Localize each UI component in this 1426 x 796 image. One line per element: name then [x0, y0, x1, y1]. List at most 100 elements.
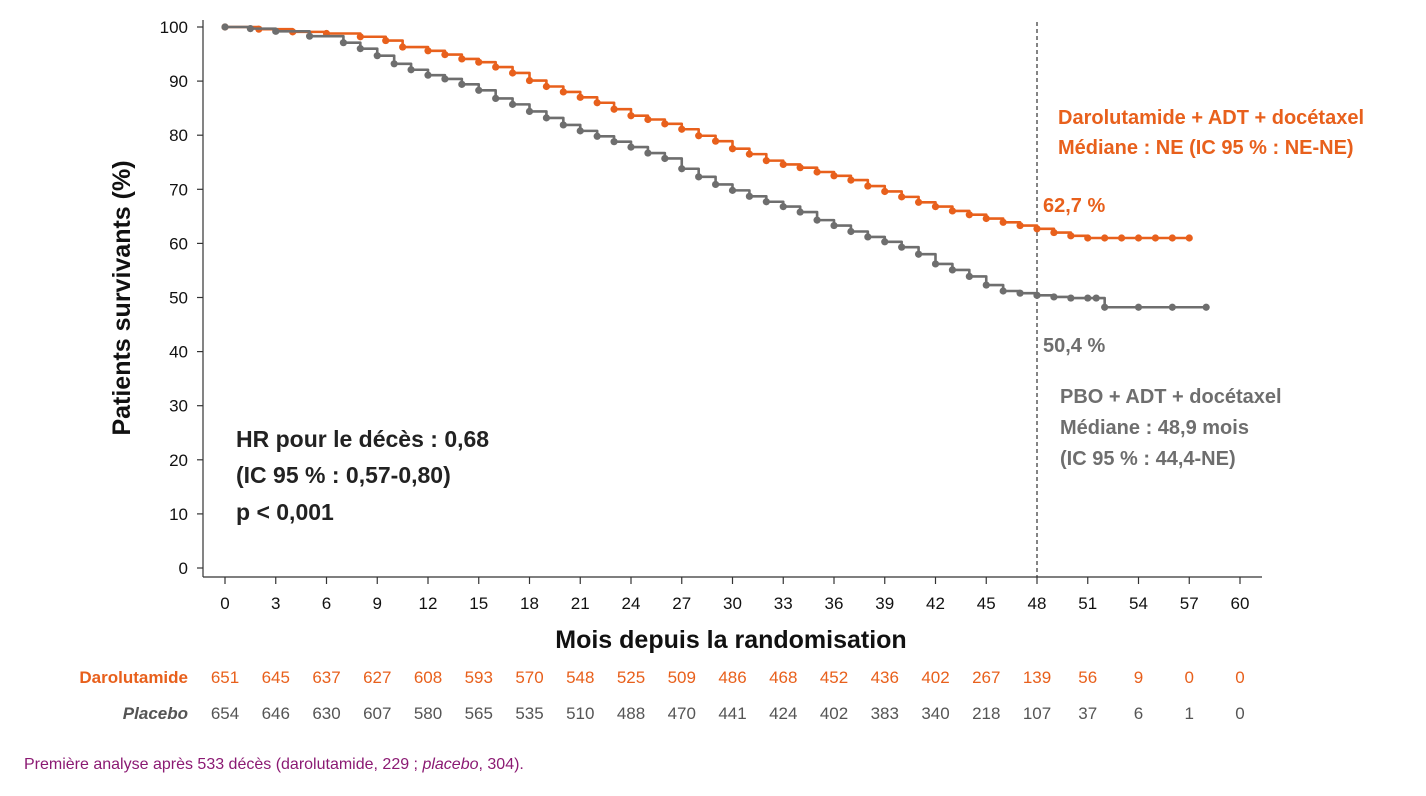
darolutamide-point — [610, 105, 618, 113]
darolutamide-point — [508, 69, 517, 77]
darolutamide-point — [458, 55, 466, 63]
darolutamide-point — [914, 198, 923, 206]
placebo-point — [1050, 293, 1058, 301]
placebo-point — [424, 71, 432, 79]
risk-cell-darolutamide: 436 — [870, 668, 899, 687]
x-tick-label: 27 — [672, 594, 691, 613]
darolutamide-point — [728, 145, 737, 153]
risk-cell-placebo: 470 — [667, 704, 696, 723]
darolutamide-point — [830, 172, 838, 180]
placebo-point — [1067, 294, 1075, 302]
risk-cell-placebo: 6 — [1133, 704, 1144, 723]
darolutamide-point — [847, 176, 855, 184]
x-tick-label: 15 — [469, 594, 488, 613]
placebo-point — [373, 52, 381, 60]
x-tick-label: 42 — [926, 594, 945, 613]
darolutamide-point — [559, 88, 567, 96]
placebo-point — [1202, 303, 1210, 311]
risk-cell-darolutamide: 548 — [566, 668, 595, 687]
risk-cell-placebo: 488 — [616, 704, 646, 723]
x-tick-label: 0 — [220, 594, 229, 613]
risk-label-darolutamide: Darolutamide — [79, 668, 188, 687]
darolutamide-point — [965, 211, 973, 219]
y-tick-label: 50 — [169, 289, 188, 308]
placebo-point — [1134, 303, 1143, 311]
risk-cell-darolutamide: 593 — [464, 668, 493, 687]
darolutamide-point — [711, 137, 720, 145]
risk-cell-placebo: 630 — [312, 704, 341, 723]
risk-cell-darolutamide: 525 — [616, 668, 646, 687]
placebo-point — [1033, 291, 1041, 299]
darolutamide-point — [1185, 234, 1193, 242]
placebo-point — [1168, 303, 1176, 311]
darolutamide-point — [441, 50, 449, 59]
x-tick-label: 3 — [271, 594, 280, 613]
placebo-point — [779, 203, 787, 211]
x-tick-label: 30 — [723, 594, 742, 613]
placebo-point — [407, 66, 415, 74]
x-tick-label: 60 — [1231, 594, 1250, 613]
risk-cell-darolutamide: 637 — [312, 668, 341, 687]
placebo-point — [745, 192, 754, 200]
risk-cell-placebo: 535 — [515, 704, 544, 723]
risk-cell-placebo: 1 — [1184, 704, 1194, 723]
darolutamide-point — [881, 187, 889, 196]
placebo-point — [475, 86, 483, 94]
darolutamide-point — [1033, 225, 1041, 233]
legend-placebo-median: Médiane : 48,9 mois — [1060, 417, 1249, 439]
risk-cell-placebo: 107 — [1022, 704, 1052, 723]
placebo-point — [678, 165, 686, 173]
placebo-point — [931, 260, 940, 268]
x-tick-label: 39 — [875, 594, 894, 613]
footnote-italic: placebo — [422, 756, 479, 773]
x-tick-label: 6 — [322, 594, 331, 613]
placebo-point — [1016, 289, 1024, 297]
risk-cell-darolutamide: 468 — [769, 668, 798, 687]
y-axis-label: Patients survivants (%) — [108, 160, 136, 435]
placebo-point — [356, 45, 364, 53]
x-tick-label: 48 — [1028, 594, 1047, 613]
darolutamide-point — [695, 132, 703, 140]
darolutamide-point — [864, 182, 872, 190]
darolutamide-point — [1084, 234, 1092, 242]
darolutamide-point — [593, 99, 601, 107]
placebo-point — [796, 208, 804, 216]
legend-placebo: PBO + ADT + docétaxel — [1060, 386, 1282, 408]
chart-series — [221, 23, 1210, 311]
placebo-point — [644, 149, 652, 157]
risk-cell-darolutamide: 0 — [1235, 668, 1245, 687]
footnote-text: Première analyse après 533 décès (darolu… — [24, 756, 423, 773]
risk-cell-darolutamide: 509 — [667, 668, 696, 687]
darolutamide-point — [745, 150, 754, 158]
darolutamide-point — [1168, 234, 1176, 242]
placebo-point — [246, 25, 254, 33]
placebo-point — [948, 266, 957, 274]
darolutamide-point — [661, 120, 669, 128]
placebo-point — [898, 243, 906, 251]
darolutamide-point — [779, 160, 787, 169]
placebo-point — [999, 287, 1007, 295]
x-tick-label: 12 — [419, 594, 438, 613]
placebo-point — [965, 272, 973, 281]
x-tick-label: 36 — [825, 594, 844, 613]
y-tick-label: 70 — [169, 180, 188, 199]
placebo-point — [441, 75, 449, 83]
risk-cell-darolutamide: 9 — [1133, 668, 1144, 687]
placebo-point — [830, 221, 838, 230]
y-tick-label: 80 — [169, 126, 188, 145]
darolutamide-point — [948, 207, 957, 215]
legend-placebo-ci: (IC 95 % : 44,4-NE) — [1060, 448, 1236, 470]
placebo-point — [847, 227, 855, 236]
darolutamide-point — [644, 115, 652, 124]
darolutamide-point — [492, 63, 500, 71]
placebo-point — [1084, 294, 1092, 302]
x-tick-label: 51 — [1078, 594, 1097, 613]
darolutamide-point — [1134, 234, 1143, 242]
y-tick-label: 30 — [169, 397, 188, 416]
risk-cell-placebo: 218 — [972, 704, 1001, 723]
placebo-point — [576, 127, 584, 135]
darolutamide-point — [1117, 234, 1126, 242]
y-tick-label: 90 — [169, 72, 188, 91]
placebo-point — [1092, 294, 1100, 302]
